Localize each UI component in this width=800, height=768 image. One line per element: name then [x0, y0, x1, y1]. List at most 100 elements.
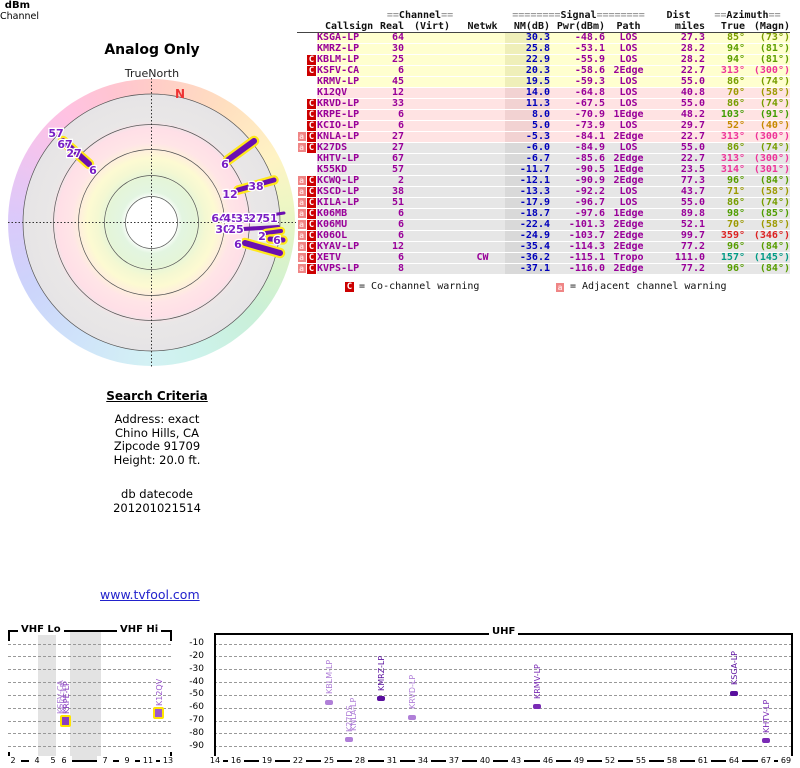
network-cell	[460, 109, 505, 121]
nm-db-cell: -18.7	[505, 208, 550, 220]
adjacent-badge-cell: a	[297, 175, 306, 187]
network-cell	[460, 241, 505, 253]
path-cell: 1Edge	[605, 208, 652, 220]
ytick--40: -40	[189, 676, 204, 687]
power-dbm-cell: -48.6	[550, 32, 605, 44]
callsign-cell: KNLA-LP	[317, 131, 380, 143]
adjacent-badge-cell	[297, 98, 306, 110]
real-channel-cell: 57	[380, 164, 404, 176]
azimuth-true-cell: 96°	[705, 263, 745, 275]
gridline--20	[8, 656, 171, 658]
search-address: Address: exact	[114, 412, 200, 426]
radar-channel-label: 6	[234, 238, 242, 251]
power-dbm-cell: -59.3	[550, 76, 605, 88]
adjacent-badge-cell: a	[297, 219, 306, 231]
azimuth-magnetic-cell: (81°)	[745, 43, 790, 55]
adjacent-badge-cell: a	[297, 142, 306, 154]
spectrum-marker-K12QV	[153, 707, 164, 720]
network-cell	[460, 263, 505, 275]
miles-cell: 55.0	[652, 98, 705, 110]
network-cell	[460, 120, 505, 132]
vhf-axis-tick-right	[170, 752, 172, 761]
azimuth-magnetic-cell: (300°)	[745, 153, 790, 165]
miles-cell: 55.0	[652, 76, 705, 88]
network-cell	[460, 230, 505, 242]
station-row-KSCD-LP: a C KSCD-LP 38 -13.3 -92.2 LOS 43.7 71° (58°)	[297, 186, 790, 198]
channel-tick-58: 58	[664, 756, 680, 765]
ytick--70: -70	[189, 715, 204, 726]
gridline--90	[8, 746, 171, 748]
spectrum-label-KRVD-LP: KRVD-LP	[407, 675, 417, 710]
real-channel-cell: 6	[380, 230, 404, 242]
power-dbm-cell: -103.7	[550, 230, 605, 242]
radar-channel-label: 27	[66, 147, 81, 160]
radar-channel-label: 2	[258, 230, 266, 243]
column-header-NM(dB): NM(dB)	[505, 21, 550, 33]
adjacent-badge-cell	[297, 109, 306, 121]
miles-cell: 77.2	[652, 241, 705, 253]
station-dot	[227, 226, 232, 231]
uhf-right-border	[791, 633, 793, 761]
channel-tick-11: 11	[140, 756, 156, 765]
spectrum-label-KRPE-LP: KRPE-LP	[61, 680, 71, 714]
azimuth-true-cell: 98°	[705, 208, 745, 220]
callsign-cell: KCIO-LP	[317, 120, 380, 132]
nm-db-cell: -13.3	[505, 186, 550, 198]
virtual-channel-cell	[404, 76, 460, 88]
radar-channel-label: 12	[222, 188, 237, 201]
channel-tick-31: 31	[384, 756, 400, 765]
vhf-bottom-axis	[8, 760, 171, 762]
station-bar	[269, 211, 286, 217]
nm-db-cell: -6.0	[505, 142, 550, 154]
azimuth-magnetic-cell: (58°)	[745, 87, 790, 99]
station-row-K55KD: K55KD 57 -11.7 -90.5 1Edge 23.5 314° (301°)	[297, 164, 790, 176]
path-cell: 2Edge	[605, 175, 652, 187]
co-channel-badge-cell: C	[306, 175, 317, 187]
group-header-cell: ==Channel==	[386, 10, 454, 21]
virtual-channel-cell	[404, 263, 460, 275]
azimuth-magnetic-cell: (84°)	[745, 263, 790, 275]
nm-db-cell: 19.5	[505, 76, 550, 88]
tvfool-link[interactable]: www.tvfool.com	[100, 587, 200, 602]
virtual-channel-cell	[404, 65, 460, 77]
gridline--60	[214, 707, 792, 709]
gridline--40	[214, 682, 792, 684]
network-cell	[460, 87, 505, 99]
gridline--70	[8, 720, 171, 722]
azimuth-true-cell: 86°	[705, 98, 745, 110]
group-header-cell: ==Azimuth==	[714, 10, 781, 21]
adjacent-badge-cell: a	[297, 263, 306, 275]
co-channel-badge-cell: C	[306, 142, 317, 154]
real-channel-cell: 6	[380, 208, 404, 220]
station-row-KRPE-LP: C KRPE-LP 6 8.0 -70.9 1Edge 48.2 103° (91°)	[297, 109, 790, 121]
vhf-bracket-tick-right	[170, 630, 172, 641]
azimuth-true-cell: 359°	[705, 230, 745, 242]
network-cell	[460, 43, 505, 55]
dbm-axis-label: dBm	[4, 0, 30, 11]
column-header-badge	[306, 21, 317, 33]
azimuth-magnetic-cell: (301°)	[745, 164, 790, 176]
station-bar	[242, 240, 283, 256]
spectrum-label-KNLA-LP: KNLA-LP	[348, 697, 358, 731]
station-row-K06MU: a C K06MU 6 -22.4 -101.3 2Edge 52.1 70° (58°)	[297, 219, 790, 231]
gridline--10	[8, 643, 171, 645]
network-cell: CW	[460, 252, 505, 264]
channel-tick-67: 67	[758, 756, 774, 765]
channel-tick-46: 46	[540, 756, 556, 765]
spectrum-label-KRMV-LP: KRMV-LP	[532, 663, 542, 699]
power-dbm-cell: -85.6	[550, 153, 605, 165]
real-channel-cell: 12	[380, 241, 404, 253]
nm-db-cell: -5.3	[505, 131, 550, 143]
co-channel-badge-cell: C	[306, 252, 317, 264]
co-channel-badge-cell	[306, 76, 317, 88]
station-row-KHTV-LP: KHTV-LP 67 -6.7 -85.6 2Edge 22.7 313° (300°)	[297, 153, 790, 165]
unused-band	[38, 630, 56, 761]
db-datecode-value: 201201021514	[113, 500, 201, 515]
co-channel-legend-text: = Co-channel warning	[359, 281, 480, 292]
azimuth-true-cell: 86°	[705, 76, 745, 88]
spectrum-label-KSFV-CA: KSFV-CA	[55, 679, 65, 714]
real-channel-cell: 6	[380, 65, 404, 77]
virtual-channel-cell	[404, 43, 460, 55]
co-channel-badge-cell: C	[306, 263, 317, 275]
real-channel-cell: 30	[380, 43, 404, 55]
